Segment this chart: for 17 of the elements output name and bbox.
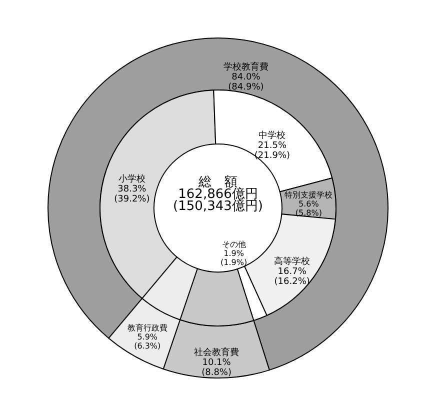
- slice-label: 中学校: [258, 130, 286, 141]
- slice-label: 高等学校: [274, 256, 310, 267]
- slice-label: 特別支援学校: [284, 190, 333, 200]
- text: (150,343億円): [173, 199, 263, 214]
- data-label: 5.6% (5.8%): [295, 200, 322, 218]
- data-label: 5.9% (6.3%): [134, 332, 161, 350]
- data-label: 38.3% (39.2%): [114, 184, 150, 204]
- data-label: 21.5% (21.9%): [254, 140, 290, 161]
- slice-label: 学校教育費: [223, 62, 268, 73]
- slice-label: 教育行政費: [127, 323, 168, 332]
- data-label: 10.1% (8.8%): [202, 358, 232, 378]
- data-label: 84.0% (84.9%): [228, 72, 264, 93]
- slice-label: 小学校: [118, 173, 146, 184]
- data-label: 1.9% (1.9%): [220, 249, 248, 268]
- slice-label: 社会教育費: [194, 346, 240, 358]
- slice-label: その他: [222, 240, 246, 250]
- data-label: 16.7% (16.2%): [274, 266, 310, 287]
